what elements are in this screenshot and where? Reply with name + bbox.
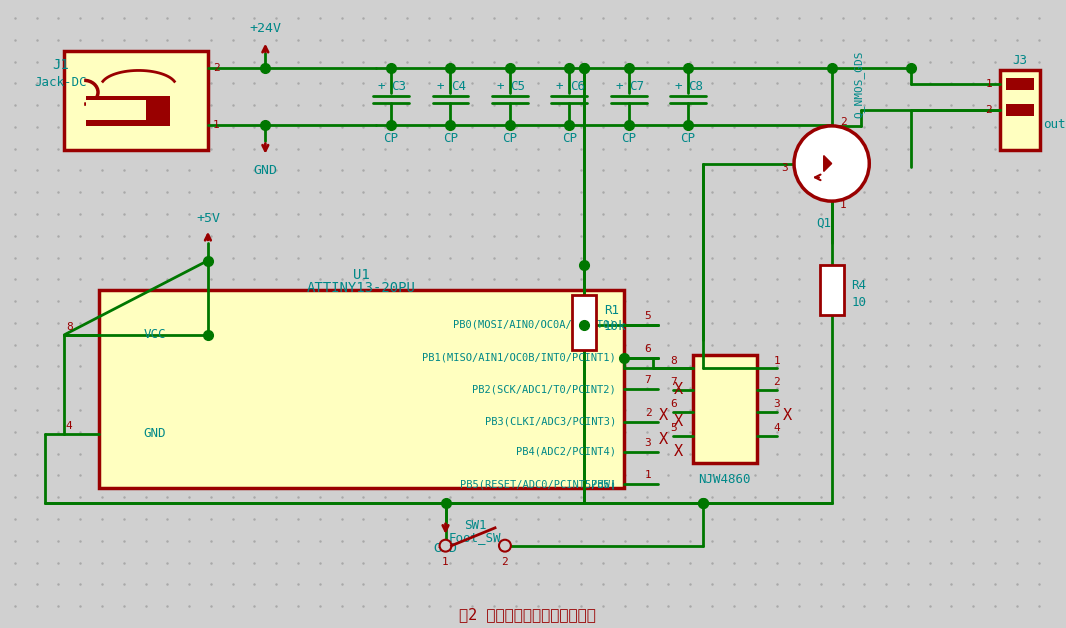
Text: 10: 10 bbox=[852, 296, 867, 308]
Text: 7: 7 bbox=[671, 377, 677, 387]
Text: X: X bbox=[674, 382, 682, 397]
Text: C6: C6 bbox=[569, 80, 585, 93]
Text: 1: 1 bbox=[645, 470, 651, 480]
Text: 6: 6 bbox=[645, 344, 651, 354]
Text: GND: GND bbox=[434, 542, 457, 555]
Text: 3: 3 bbox=[773, 399, 780, 409]
Text: X: X bbox=[659, 432, 668, 447]
Text: 8: 8 bbox=[671, 355, 677, 365]
Text: ATTINY13-20PU: ATTINY13-20PU bbox=[307, 281, 416, 295]
Text: Jack-DC: Jack-DC bbox=[34, 76, 86, 89]
Text: X: X bbox=[659, 408, 668, 423]
Text: SW1: SW1 bbox=[464, 519, 486, 533]
Text: 1: 1 bbox=[442, 556, 449, 566]
Bar bbox=[86, 100, 146, 120]
Text: +: + bbox=[377, 80, 385, 93]
Text: C7: C7 bbox=[629, 80, 644, 93]
Text: J1: J1 bbox=[52, 58, 69, 72]
Bar bbox=[99, 290, 624, 488]
Bar bbox=[86, 96, 171, 126]
Text: CP: CP bbox=[443, 133, 458, 145]
Text: Q_NMOS_GDS: Q_NMOS_GDS bbox=[854, 51, 865, 118]
Bar bbox=[64, 51, 208, 149]
Text: C4: C4 bbox=[451, 80, 466, 93]
Text: 2: 2 bbox=[213, 63, 220, 73]
Polygon shape bbox=[824, 156, 831, 171]
Text: X: X bbox=[674, 414, 682, 430]
Text: 4: 4 bbox=[773, 423, 780, 433]
Text: 2: 2 bbox=[840, 117, 846, 127]
Text: C5: C5 bbox=[511, 80, 526, 93]
Text: 5: 5 bbox=[645, 311, 651, 321]
Text: +: + bbox=[615, 80, 623, 93]
Text: PB5(RESET/ADC0/PCINT5/dW): PB5(RESET/ADC0/PCINT5/dW) bbox=[459, 479, 616, 489]
Text: PB0(MOSI/AIN0/OC0A/PCINT0): PB0(MOSI/AIN0/OC0A/PCINT0) bbox=[453, 320, 616, 330]
Text: PB3(CLKI/ADC3/PCINT3): PB3(CLKI/ADC3/PCINT3) bbox=[485, 417, 616, 427]
Text: X: X bbox=[674, 444, 682, 459]
Text: 図2 スポット溶接機の内部回路: 図2 スポット溶接機の内部回路 bbox=[459, 607, 596, 622]
Circle shape bbox=[794, 126, 869, 201]
Text: 1: 1 bbox=[773, 355, 780, 365]
Text: out: out bbox=[1044, 119, 1066, 131]
Bar bbox=[1000, 70, 1039, 149]
Text: 10k: 10k bbox=[604, 320, 627, 333]
Text: PB1(MISO/AIN1/OC0B/INT0/PCINT1): PB1(MISO/AIN1/OC0B/INT0/PCINT1) bbox=[422, 352, 616, 362]
Text: +24V: +24V bbox=[249, 23, 281, 35]
Text: NJW4860: NJW4860 bbox=[698, 473, 750, 486]
Text: 1: 1 bbox=[985, 79, 992, 89]
Text: 2: 2 bbox=[502, 556, 508, 566]
Text: GND: GND bbox=[144, 427, 166, 440]
Text: CP: CP bbox=[384, 133, 399, 145]
Text: CP: CP bbox=[680, 133, 696, 145]
Bar bbox=[1006, 78, 1034, 90]
Text: 8: 8 bbox=[66, 322, 72, 332]
Text: PB4(ADC2/PCINT4): PB4(ADC2/PCINT4) bbox=[516, 447, 616, 457]
Text: J3: J3 bbox=[1013, 54, 1028, 67]
Text: +: + bbox=[437, 80, 445, 93]
Text: U1: U1 bbox=[353, 268, 370, 283]
Text: 2: 2 bbox=[645, 408, 651, 418]
Text: +: + bbox=[675, 80, 682, 93]
Circle shape bbox=[499, 539, 511, 551]
Text: R4: R4 bbox=[852, 279, 867, 292]
Text: 4: 4 bbox=[66, 421, 72, 431]
Text: CP: CP bbox=[562, 133, 577, 145]
Text: C3: C3 bbox=[391, 80, 406, 93]
Text: GND: GND bbox=[254, 164, 277, 177]
Text: PB5(: PB5( bbox=[591, 479, 616, 489]
Text: PB2(SCK/ADC1/T0/PCINT2): PB2(SCK/ADC1/T0/PCINT2) bbox=[472, 384, 616, 394]
Text: 2: 2 bbox=[773, 377, 780, 387]
Text: 3: 3 bbox=[780, 163, 788, 173]
Text: +: + bbox=[555, 80, 563, 93]
Text: Q1: Q1 bbox=[817, 217, 831, 229]
Bar bbox=[693, 355, 758, 463]
Bar bbox=[820, 266, 843, 315]
Bar bbox=[1006, 104, 1034, 116]
Text: 3: 3 bbox=[645, 438, 651, 448]
Text: +5V: +5V bbox=[196, 212, 220, 225]
Text: 1: 1 bbox=[840, 200, 846, 210]
Text: Foot_SW: Foot_SW bbox=[449, 531, 501, 544]
Text: X: X bbox=[782, 408, 792, 423]
Text: 5: 5 bbox=[671, 423, 677, 433]
Text: +: + bbox=[497, 80, 504, 93]
Text: VCC: VCC bbox=[144, 328, 166, 341]
Text: CP: CP bbox=[621, 133, 636, 145]
Text: CP: CP bbox=[502, 133, 517, 145]
Text: 6: 6 bbox=[671, 399, 677, 409]
Text: 2: 2 bbox=[985, 105, 992, 115]
Circle shape bbox=[439, 539, 452, 551]
Text: R1: R1 bbox=[604, 303, 619, 317]
Text: C8: C8 bbox=[689, 80, 704, 93]
Bar bbox=[572, 295, 596, 350]
Text: 1: 1 bbox=[213, 120, 220, 130]
Text: 7: 7 bbox=[645, 376, 651, 386]
